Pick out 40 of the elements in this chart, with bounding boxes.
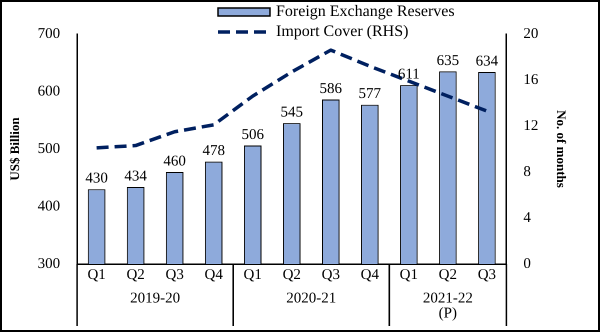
data-label: 506 bbox=[241, 126, 264, 143]
data-label: 460 bbox=[163, 153, 186, 170]
y2-tick-label: 0 bbox=[523, 256, 531, 272]
x-tick-label: Q1 bbox=[244, 266, 262, 283]
data-label: 434 bbox=[124, 168, 148, 184]
y2-tick-label: 8 bbox=[523, 164, 531, 180]
data-label: 634 bbox=[476, 53, 499, 70]
data-label: 545 bbox=[280, 104, 303, 121]
data-label: 478 bbox=[202, 143, 225, 160]
x-tick-label: Q1 bbox=[400, 266, 418, 283]
x-tick-label: Q3 bbox=[165, 266, 184, 283]
y-tick-label: 300 bbox=[38, 256, 60, 272]
y-tick-label: 400 bbox=[38, 198, 60, 214]
data-label: 586 bbox=[320, 80, 343, 97]
legend-label: Foreign Exchange Reserves bbox=[276, 3, 455, 20]
y-tick-label: 700 bbox=[38, 26, 60, 42]
text: 2019-20 bbox=[130, 290, 180, 306]
data-label: 611 bbox=[398, 66, 420, 83]
x-tick-label: Q1 bbox=[87, 266, 106, 283]
x-tick-label: Q2 bbox=[438, 266, 458, 283]
x-tick-label: Q4 bbox=[360, 266, 380, 283]
y2-tick-label: 12 bbox=[523, 118, 538, 134]
y-tick-label: 600 bbox=[38, 83, 60, 100]
y2-tick-label: 20 bbox=[523, 26, 538, 42]
data-label: 430 bbox=[85, 170, 108, 187]
y2-axis-title: No. of months bbox=[554, 110, 569, 188]
legend-label: Import Cover (RHS) bbox=[276, 23, 408, 40]
data-label: 635 bbox=[436, 52, 460, 69]
x-tick-label: Q2 bbox=[282, 266, 301, 283]
text: 2020-21 bbox=[286, 290, 336, 306]
y-tick-label: 500 bbox=[38, 140, 60, 157]
x-tick-label: Q4 bbox=[204, 266, 224, 283]
y-axis-title: US$ Billion bbox=[7, 116, 22, 181]
x-tick-label: Q2 bbox=[126, 266, 145, 283]
text: 2021-22 (P) bbox=[422, 290, 473, 322]
y2-tick-label: 16 bbox=[523, 72, 539, 88]
data-label: 577 bbox=[358, 86, 382, 102]
x-tick-label: Q3 bbox=[478, 266, 496, 283]
x-tick-label: Q3 bbox=[322, 266, 340, 283]
y2-tick-label: 4 bbox=[523, 210, 532, 226]
